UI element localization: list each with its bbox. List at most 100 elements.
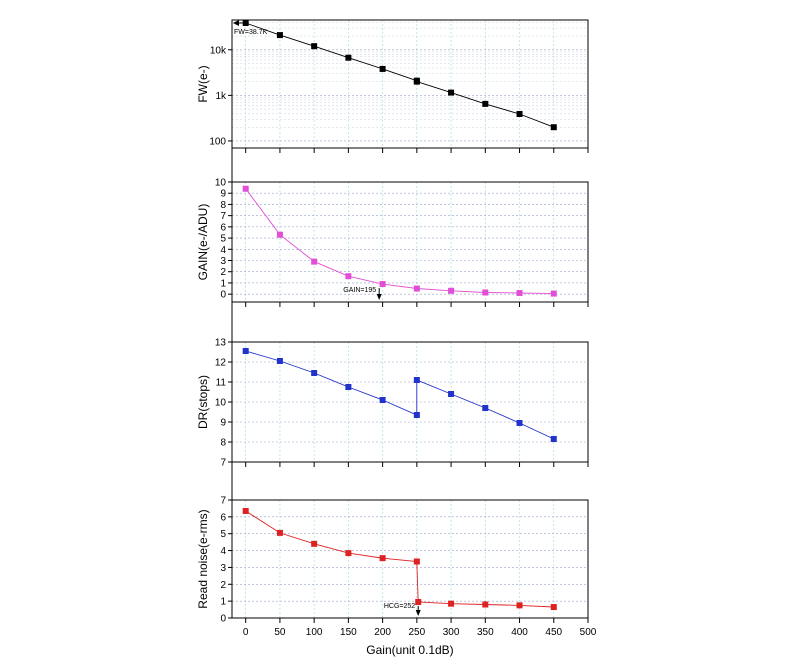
y-tick-label: 2 — [220, 267, 226, 278]
y-tick-label: 5 — [220, 529, 226, 540]
y-tick-label: 100 — [209, 136, 226, 147]
y-axis-label: DR(stops) — [196, 375, 210, 429]
data-point — [482, 100, 489, 107]
data-point — [550, 436, 557, 442]
y-tick-label: 4 — [220, 546, 226, 557]
y-tick-label: 4 — [220, 245, 226, 256]
y-tick-label: 3 — [220, 563, 226, 574]
y-axis-label: Read noise(e-rms) — [196, 509, 210, 608]
y-tick-label: 10k — [210, 45, 227, 56]
annotation-arrowhead — [376, 294, 382, 300]
data-point — [345, 550, 352, 557]
x-tick-label: 200 — [374, 627, 391, 638]
data-point — [448, 600, 455, 607]
y-axis-label: GAIN(e-/ADU) — [196, 204, 210, 281]
data-point — [413, 285, 420, 292]
y-tick-label: 7 — [220, 458, 226, 469]
x-tick-label: 100 — [306, 627, 323, 638]
y-axis-label: FW(e-) — [196, 65, 210, 102]
series-line — [245, 510, 554, 608]
data-point — [311, 370, 318, 376]
y-tick-label: 0 — [220, 614, 226, 625]
data-point — [413, 78, 420, 85]
x-tick-label: 300 — [443, 627, 460, 638]
y-tick-label: 1 — [220, 278, 226, 289]
data-point — [413, 558, 420, 565]
x-tick-label: 150 — [340, 627, 357, 638]
y-tick-label: 9 — [220, 418, 226, 429]
data-point — [413, 377, 420, 383]
data-point — [415, 598, 422, 605]
data-point — [242, 19, 249, 26]
y-tick-label: 2 — [220, 580, 226, 591]
annotation-arrowhead — [415, 610, 421, 616]
y-tick-label: 11 — [216, 378, 227, 389]
y-tick-label: 5 — [220, 234, 226, 245]
data-point — [448, 89, 455, 96]
data-point — [242, 348, 249, 354]
data-point — [448, 391, 455, 397]
plot-frame — [231, 499, 589, 619]
annotation-label: FW=38.7K — [234, 29, 268, 36]
data-point — [242, 185, 249, 192]
data-point — [482, 289, 489, 296]
data-point — [345, 384, 352, 390]
annotation-label: GAIN=195 — [343, 287, 376, 294]
data-point — [448, 287, 455, 294]
y-tick-label: 10 — [215, 398, 227, 409]
y-tick-label: 8 — [220, 200, 226, 211]
y-tick-label: 12 — [215, 358, 227, 369]
annotation-label: HCG=252 — [384, 603, 415, 610]
data-point — [242, 507, 249, 514]
y-tick-label: 8 — [220, 438, 226, 449]
series-line — [245, 22, 554, 128]
data-point — [379, 555, 386, 562]
series-line — [245, 188, 554, 295]
x-tick-label: 350 — [477, 627, 494, 638]
y-tick-label: 9 — [220, 189, 226, 200]
y-tick-label: 7 — [220, 211, 226, 222]
data-point — [345, 273, 352, 280]
data-point — [379, 397, 386, 403]
y-tick-label: 1k — [215, 91, 227, 102]
data-point — [516, 420, 523, 426]
data-point — [276, 32, 283, 39]
data-point — [516, 110, 523, 117]
data-point — [482, 601, 489, 608]
y-tick-label: 1 — [220, 597, 226, 608]
data-point — [311, 540, 318, 547]
x-tick-label: 0 — [243, 627, 249, 638]
annotation-arrowhead — [233, 19, 239, 26]
plot-frame — [231, 181, 589, 303]
x-tick-label: 500 — [580, 627, 597, 638]
data-point — [550, 290, 557, 297]
plot-frame — [231, 19, 589, 149]
x-tick-label: 50 — [274, 627, 286, 638]
series-line — [245, 350, 554, 440]
data-point — [276, 231, 283, 238]
data-point — [516, 290, 523, 297]
data-point — [550, 604, 557, 611]
data-point — [311, 43, 318, 50]
data-point — [379, 281, 386, 288]
y-tick-label: 6 — [220, 222, 226, 233]
y-tick-label: 7 — [220, 496, 226, 507]
x-axis-label: Gain(unit 0.1dB) — [366, 643, 453, 657]
data-point — [482, 405, 489, 411]
x-tick-label: 400 — [511, 627, 528, 638]
data-point — [276, 529, 283, 536]
panel-rn: 0 1 2 3 4 5 6 7 Read noise(e-rms) HCG=252 — [196, 496, 589, 625]
panel-dr: 7 8 9 10 11 12 13 DR(stops) — [196, 338, 589, 469]
data-point — [311, 258, 318, 265]
y-tick-label: 10 — [215, 178, 227, 189]
data-point — [516, 602, 523, 609]
data-point — [413, 412, 420, 418]
plot-frame — [231, 341, 589, 463]
y-tick-label: 13 — [215, 338, 227, 349]
data-point — [379, 65, 386, 72]
x-tick-label: 250 — [409, 627, 426, 638]
x-tick-label: 450 — [545, 627, 562, 638]
